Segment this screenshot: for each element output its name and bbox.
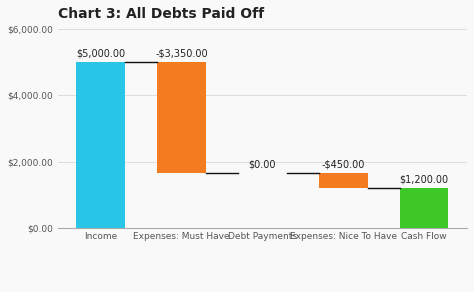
- Text: $5,000.00: $5,000.00: [76, 48, 125, 58]
- Text: $0.00: $0.00: [249, 159, 276, 169]
- Text: Chart 3: All Debts Paid Off: Chart 3: All Debts Paid Off: [58, 7, 264, 21]
- Text: $1,200.00: $1,200.00: [400, 174, 449, 184]
- Text: -$450.00: -$450.00: [321, 159, 365, 169]
- Bar: [319, 173, 367, 188]
- Bar: [76, 62, 125, 228]
- Bar: [400, 188, 448, 228]
- Legend: Income, Expenses, Cash Flow: Income, Expenses, Cash Flow: [154, 288, 371, 292]
- Text: -$3,350.00: -$3,350.00: [155, 48, 208, 58]
- Bar: [157, 62, 206, 173]
